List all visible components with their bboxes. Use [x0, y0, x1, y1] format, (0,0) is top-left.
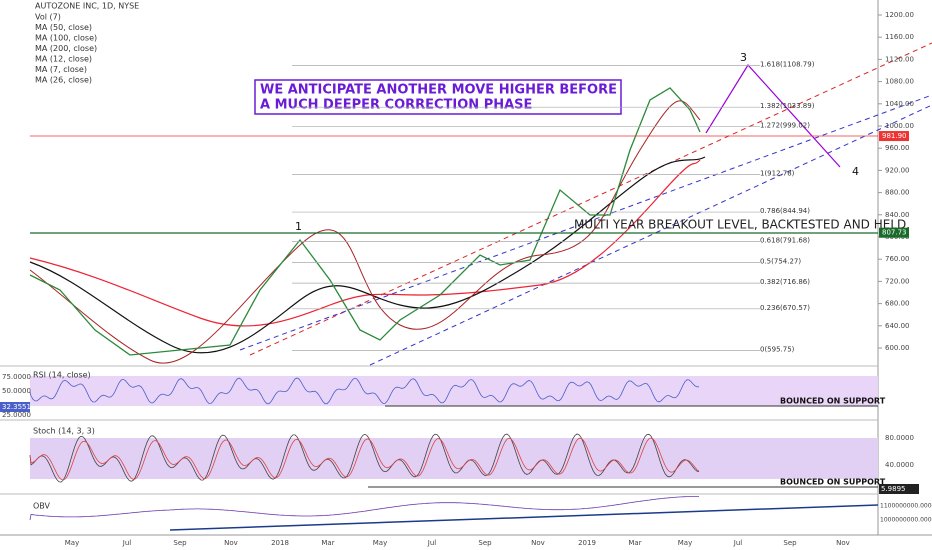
stoch-last-box [879, 484, 919, 494]
ma-50 [29, 100, 701, 364]
price-marker [879, 227, 909, 238]
time-tick-label: Sep [478, 539, 492, 547]
indicator-label: MA (100, close) [35, 34, 97, 43]
fib-label: 1.382(1033.89) [760, 102, 815, 110]
fib-label: 0.236(670.57) [760, 304, 810, 312]
rsi-last: 32.3551 [2, 403, 31, 411]
time-tick-label: Nov [531, 539, 545, 547]
price-tick-label: 640.00 [885, 322, 910, 330]
obv-line [29, 496, 699, 521]
fib-label: 0.618(791.68) [760, 237, 810, 245]
headline: A MUCH DEEPER CORRECTION PHASE [260, 98, 532, 113]
time-tick-label: May [373, 539, 387, 547]
indicator-label: MA (26, close) [35, 76, 92, 85]
indicator-label: MA (12, close) [35, 55, 92, 64]
price-tick-label: 1000.00 [885, 122, 914, 130]
price-tick-label: 920.00 [885, 166, 910, 174]
headline: WE ANTICIPATE ANOTHER MOVE HIGHER BEFORE [260, 83, 617, 98]
stoch-k [29, 433, 700, 483]
time-tick-label: Mar [321, 539, 334, 547]
time-tick-label: 2019 [578, 539, 596, 547]
time-tick-label: Jul [733, 539, 743, 547]
time-tick-label: Sep [173, 539, 187, 547]
price-marker-label: 981.90 [882, 132, 907, 140]
stoch-d [29, 437, 700, 481]
channel-mid [239, 94, 932, 351]
time-tick-label: Nov [224, 539, 238, 547]
price-tick-label: 840.00 [885, 211, 910, 219]
headline-box [254, 79, 622, 115]
price-tick-label: 720.00 [885, 277, 910, 285]
price-tick-label: 1160.00 [885, 33, 914, 41]
rsi-tick: 75.0000 [2, 373, 31, 381]
ma-200 [29, 159, 701, 327]
time-tick-label: May [65, 539, 79, 547]
price-tick-label: 960.00 [885, 144, 910, 152]
obv-tick: 1000000000.0000 [880, 517, 932, 524]
rsi-line [29, 377, 700, 405]
fib-label: 1.618(1108.79) [760, 61, 815, 69]
channel-top [249, 42, 932, 356]
price-tick-label: 880.00 [885, 189, 910, 197]
wave-label: 4 [852, 165, 859, 178]
obv-trendline [169, 504, 879, 531]
wave-label: 1 [295, 220, 302, 233]
stoch-band [30, 438, 878, 479]
price-tick-label: 600.00 [885, 344, 910, 352]
projection [705, 64, 841, 168]
rsi-last-box [0, 402, 30, 412]
rsi-band [30, 376, 878, 406]
indicator-label: MA (50, close) [35, 23, 92, 32]
indicator-label: MA (7, close) [35, 65, 87, 74]
stoch-title: Stoch (14, 3, 3) [33, 427, 95, 436]
price-tick-label: 1040.00 [885, 100, 914, 108]
fib-label: 0.382(716.86) [760, 278, 810, 286]
symbol-title: AUTOZONE INC, 1D, NYSE [35, 2, 139, 11]
obv-tick: 1100000000.0000 [880, 503, 932, 510]
obv-title: OBV [33, 502, 51, 511]
stoch-tick: 80.0000 [885, 434, 914, 442]
fib-label: 0(595.75) [760, 345, 795, 353]
rsi-tick: 25.0000 [2, 411, 31, 419]
rsi-title: RSI (14, close) [33, 371, 91, 380]
time-tick-label: May [678, 539, 692, 547]
time-tick-label: Sep [783, 539, 797, 547]
rsi-note: BOUNCED ON SUPPORT [780, 397, 886, 406]
fib-label: 1(912.78) [760, 169, 795, 177]
breakout-note: MULTI YEAR BREAKOUT LEVEL, BACKTESTED AN… [574, 218, 910, 232]
price-marker [879, 131, 909, 142]
time-tick-label: Jul [427, 539, 437, 547]
rsi-tick: 50.0000 [2, 387, 31, 395]
price-tick-label: 1200.00 [885, 11, 914, 19]
stoch-note: BOUNCED ON SUPPORT [780, 478, 886, 487]
stoch-last: 5.9895 [881, 485, 906, 493]
channel-low [369, 104, 932, 366]
price-tick-label: 760.00 [885, 255, 910, 263]
fib-label: 1.272(999.02) [760, 122, 810, 130]
fib-label: 0.786(844.94) [760, 207, 810, 215]
price-tick-label: 1120.00 [885, 55, 914, 63]
indicator-label: Vol (7) [35, 13, 61, 22]
price-tick-label: 680.00 [885, 300, 910, 308]
price [29, 87, 701, 356]
price-tick-label: 1080.00 [885, 78, 914, 86]
fib-label: 0.5(754.27) [760, 257, 801, 265]
time-tick-label: Jul [122, 539, 132, 547]
price-marker-label: 807.73 [882, 229, 907, 237]
indicator-label: MA (200, close) [35, 44, 97, 53]
ma-100 [29, 156, 706, 354]
stoch-tick: 40.0000 [885, 461, 914, 469]
wave-label: 3 [740, 51, 747, 64]
time-tick-label: Mar [628, 539, 641, 547]
time-tick-label: 2018 [271, 539, 289, 547]
time-tick-label: Nov [836, 539, 850, 547]
